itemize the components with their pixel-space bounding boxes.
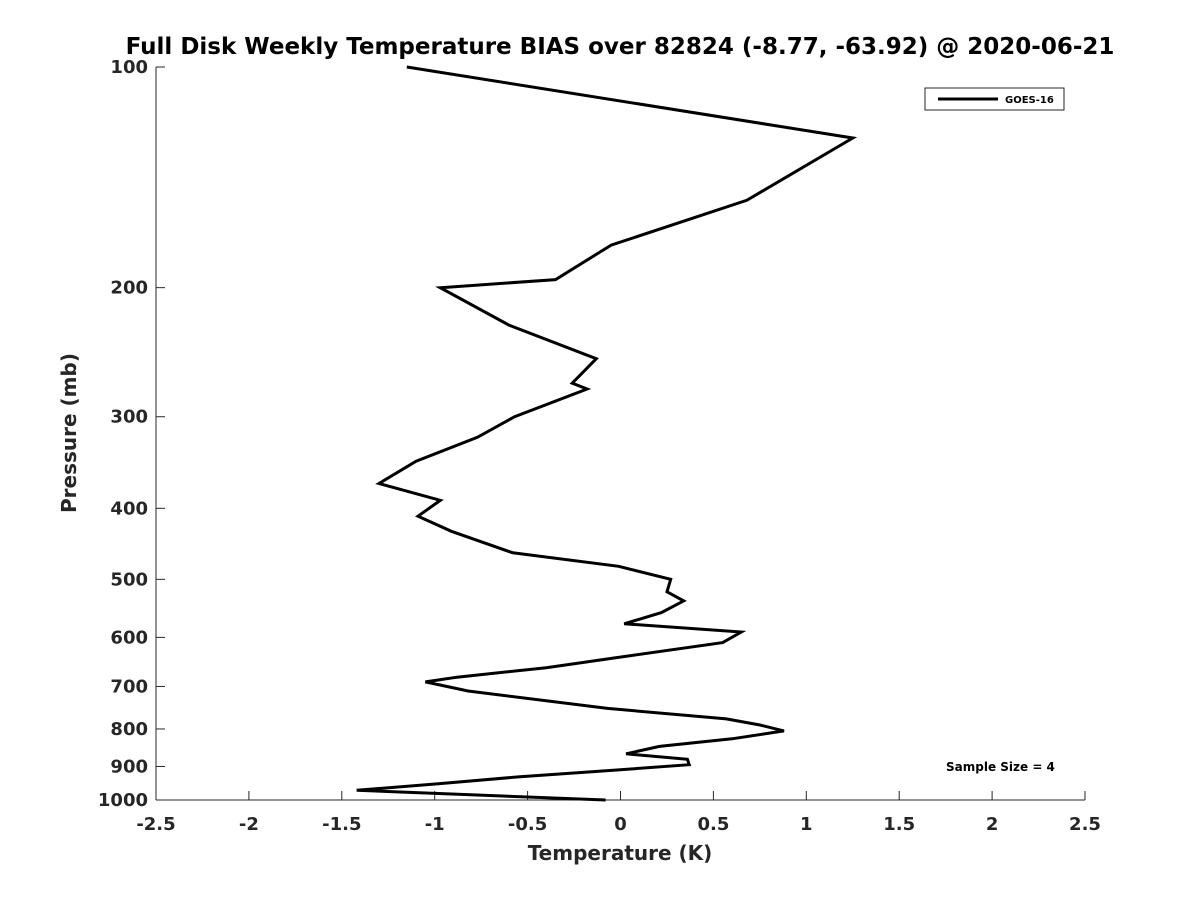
x-axis-ticks: -2.5 -2 -1.5 -1 -0.5 0 0.5 1 1.5 2 2.5 — [136, 791, 1101, 835]
x-tick-label: -2.5 — [136, 814, 175, 835]
x-axis-label: Temperature (K) — [528, 841, 713, 865]
y-axis-ticks: 100 200 300 400 500 600 700 800 900 1000 — [98, 57, 165, 811]
plot-area — [156, 67, 1085, 800]
y-tick-label: 400 — [110, 498, 148, 519]
x-tick-label: 2 — [986, 814, 999, 835]
x-tick-label: 0.5 — [697, 814, 729, 835]
y-tick-label: 800 — [110, 719, 148, 740]
y-tick-label: 900 — [110, 756, 148, 777]
x-tick-label: 1 — [800, 814, 813, 835]
x-tick-label: 2.5 — [1069, 814, 1101, 835]
y-tick-label: 200 — [110, 278, 148, 299]
x-tick-label: -2 — [239, 814, 259, 835]
chart-title: Full Disk Weekly Temperature BIAS over 8… — [126, 34, 1115, 60]
y-tick-label: 600 — [110, 627, 148, 648]
x-tick-label: 0 — [614, 814, 627, 835]
y-tick-label: 1000 — [98, 790, 148, 811]
x-tick-label: -0.5 — [508, 814, 547, 835]
x-tick-label: 1.5 — [883, 814, 915, 835]
legend: GOES-16 — [924, 87, 1065, 111]
y-tick-label: 500 — [110, 569, 148, 590]
legend-entry-goes-16: GOES-16 — [1005, 95, 1054, 106]
series-line-goes-16 — [356, 65, 858, 802]
y-tick-label: 300 — [110, 407, 148, 428]
x-tick-label: -1.5 — [322, 814, 361, 835]
series-layer — [356, 65, 858, 802]
y-axis-label: Pressure (mb) — [57, 353, 81, 513]
x-tick-label: -1 — [425, 814, 445, 835]
sample-size-annotation: Sample Size = 4 — [946, 760, 1055, 774]
y-tick-label: 100 — [110, 57, 148, 78]
y-tick-label: 700 — [110, 676, 148, 697]
